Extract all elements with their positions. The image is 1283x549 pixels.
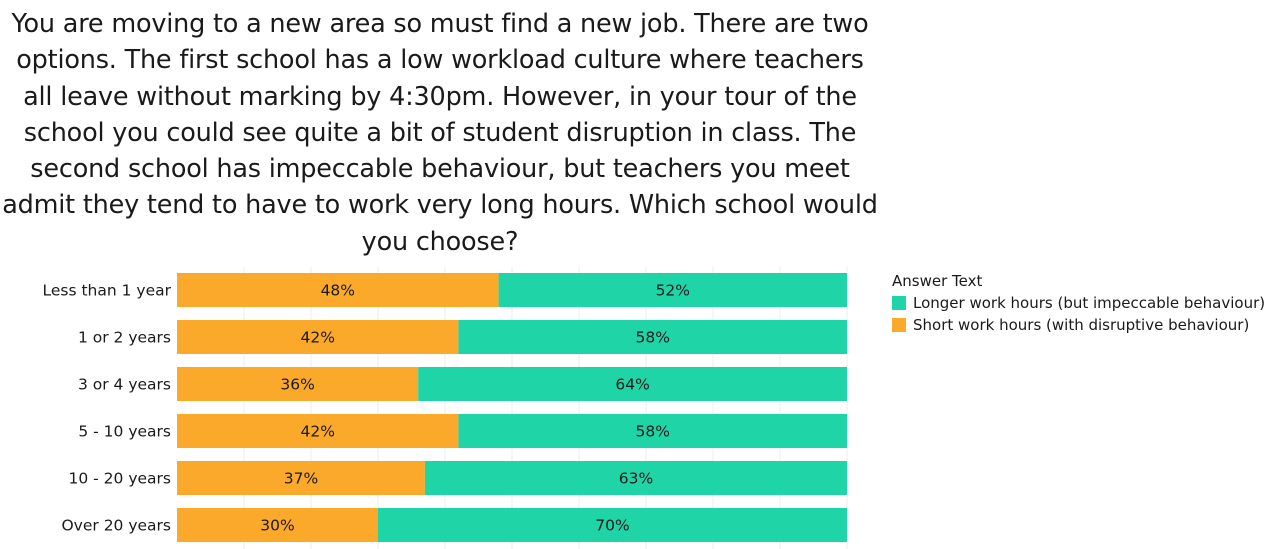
data-label: 52% — [656, 282, 690, 300]
legend-item-short: Short work hours (with disruptive behavi… — [892, 314, 1265, 336]
data-label: 36% — [280, 376, 314, 394]
data-label: 42% — [300, 329, 334, 347]
data-label: 42% — [300, 423, 334, 441]
bar-segment-short — [177, 273, 499, 307]
category-label: 5 - 10 years — [78, 423, 171, 441]
data-label: 48% — [321, 282, 355, 300]
data-label: 58% — [635, 329, 669, 347]
legend-swatch-longer — [892, 296, 906, 310]
bar-segment-short — [177, 508, 378, 542]
bar-segment-longer — [498, 273, 847, 307]
category-label: 10 - 20 years — [69, 470, 171, 488]
bar-segment-longer — [424, 461, 847, 495]
data-label: 30% — [260, 517, 294, 535]
bar-segment-short — [177, 367, 419, 401]
bar-segment-longer — [378, 508, 847, 542]
legend: Answer Text Longer work hours (but impec… — [892, 270, 1265, 336]
bar-segment-longer — [418, 367, 847, 401]
category-label: 3 or 4 years — [78, 376, 171, 394]
bar-segment-short — [177, 461, 425, 495]
bar-segment-longer — [458, 320, 847, 354]
data-label: 63% — [619, 470, 653, 488]
bar-segment-longer — [458, 414, 847, 448]
category-label: Over 20 years — [61, 517, 171, 535]
category-label: Less than 1 year — [43, 282, 172, 300]
legend-label-longer: Longer work hours (but impeccable behavi… — [913, 294, 1266, 312]
legend-title: Answer Text — [892, 272, 983, 290]
data-label: 37% — [284, 470, 318, 488]
bar-segment-short — [177, 320, 459, 354]
category-label: 1 or 2 years — [78, 329, 171, 347]
data-label: 70% — [595, 517, 629, 535]
data-label: 58% — [635, 423, 669, 441]
legend-swatch-short — [892, 318, 906, 332]
chart-title: You are moving to a new area so must fin… — [2, 9, 878, 257]
legend-item-longer: Longer work hours (but impeccable behavi… — [892, 292, 1265, 314]
bar-segment-short — [177, 414, 459, 448]
data-label: 64% — [615, 376, 649, 394]
legend-label-short: Short work hours (with disruptive behavi… — [913, 316, 1250, 334]
